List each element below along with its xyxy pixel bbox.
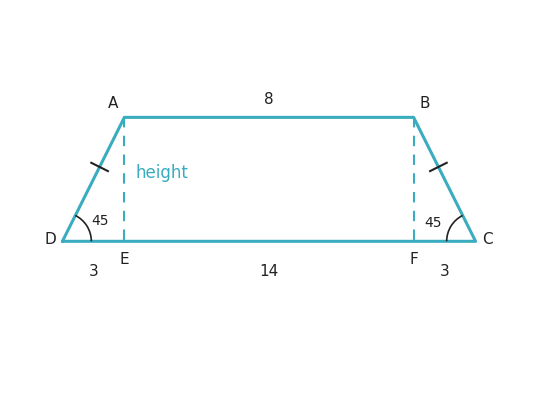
Text: 45: 45 <box>424 216 442 230</box>
Text: 14: 14 <box>259 264 279 279</box>
Text: A: A <box>108 96 118 111</box>
Text: 8: 8 <box>264 92 274 107</box>
Text: height: height <box>136 164 189 182</box>
Text: 3: 3 <box>89 264 98 279</box>
Text: B: B <box>420 96 430 111</box>
Text: 45: 45 <box>91 214 109 228</box>
Text: F: F <box>409 252 418 267</box>
Text: C: C <box>482 232 492 247</box>
Text: E: E <box>119 252 129 267</box>
Text: 3: 3 <box>440 264 449 279</box>
Text: D: D <box>45 232 56 247</box>
